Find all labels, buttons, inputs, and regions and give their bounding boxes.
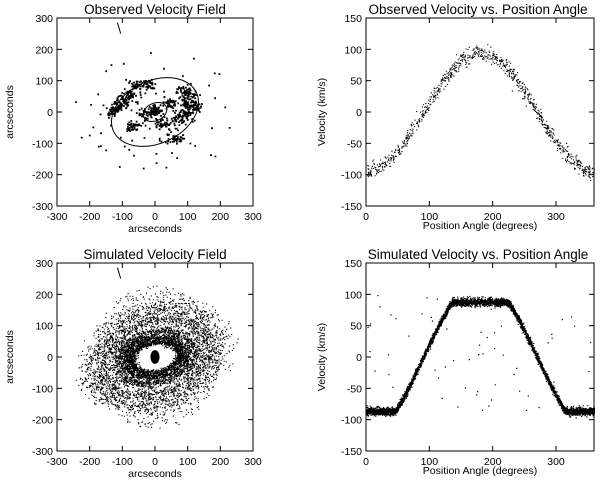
y-tick-label: 0 [47, 107, 53, 119]
x-tick-label: 300 [547, 456, 565, 468]
center-core [150, 350, 160, 364]
y-tick-label: -100 [32, 383, 53, 395]
y-tick-label: 100 [344, 289, 362, 301]
velocity-points [366, 295, 596, 419]
y-tick-label: 50 [350, 321, 362, 333]
x-tick-label: 300 [244, 211, 262, 223]
x-axis-label: Position Angle (degrees) [423, 220, 537, 232]
x-tick-label: 100 [179, 211, 197, 223]
y-tick-label: 300 [35, 13, 53, 25]
x-tick-label: 200 [484, 211, 502, 223]
x-tick-label: 0 [363, 456, 369, 468]
data-points [366, 295, 596, 419]
x-tick-label: 0 [363, 211, 369, 223]
ring-ellipse [110, 77, 200, 147]
axes: -300 -200 -100 0 100 200 300 -300 -200 -100 0 100 20… [32, 258, 262, 468]
x-tick-label: 100 [179, 456, 197, 468]
y-tick-label: -50 [347, 138, 362, 150]
observed-velocity-vs-angle-panel: Observed Velocity vs. Position Angle 0 10… [316, 2, 595, 232]
x-axis-label: Position Angle (degrees) [423, 465, 537, 477]
center-core [152, 108, 158, 116]
x-tick-label: 300 [244, 456, 262, 468]
y-tick-label: -50 [347, 383, 362, 395]
y-tick-label: 200 [35, 44, 53, 56]
y-axis-label: arcseconds [4, 85, 16, 139]
y-tick-label: 0 [356, 107, 362, 119]
x-tick-label: 0 [152, 211, 158, 223]
x-axis-label: arcseconds [128, 223, 182, 235]
x-tick-label: 0 [152, 456, 158, 468]
x-tick-label: -300 [46, 456, 67, 468]
chart-title: Simulated Velocity Field [83, 247, 226, 262]
y-tick-label: 0 [47, 352, 53, 364]
y-tick-label: -100 [32, 138, 53, 150]
chart-title: Observed Velocity Field [84, 2, 226, 17]
x-tick-label: 200 [212, 211, 230, 223]
axes: 0 100 200 300 -150 -100 -50 0 50 100 150 [341, 258, 594, 468]
velocity-points [367, 44, 595, 182]
y-tick-label: 0 [356, 352, 362, 364]
y-axis-label: Velocity (km/s) [316, 323, 328, 391]
data-points [75, 267, 239, 429]
axes: -300 -200 -100 0 100 200 300 -300 -200 -100 0 100 20… [32, 13, 262, 223]
simulated-velocity-vs-angle-panel: Simulated Velocity vs. Position Angle 0 1… [316, 247, 596, 477]
y-axis-label: arcseconds [4, 330, 16, 384]
y-tick-label: -100 [341, 415, 362, 427]
y-tick-label: 300 [35, 258, 53, 270]
y-tick-label: -200 [32, 170, 53, 182]
y-axis-label: Velocity (km/s) [316, 78, 328, 146]
y-tick-label: -300 [32, 201, 53, 213]
ring-ellipse [142, 101, 168, 123]
x-tick-label: 300 [547, 211, 565, 223]
axes: 0 100 200 300 -150 -100 -50 0 50 100 150 [341, 13, 594, 223]
x-tick-label: -200 [79, 211, 100, 223]
plot-frame [365, 262, 595, 452]
y-tick-label: -150 [341, 446, 362, 458]
chart-title: Simulated Velocity vs. Position Angle [368, 247, 589, 262]
y-tick-label: 100 [344, 44, 362, 56]
plot-frame [365, 17, 595, 207]
y-tick-label: 150 [344, 258, 362, 270]
y-tick-label: -300 [32, 446, 53, 458]
x-tick-label: -100 [112, 211, 133, 223]
observed-velocity-field-panel: Observed Velocity Field -300 -200 -100 0 100… [4, 2, 262, 235]
orientation-marker [116, 22, 122, 34]
x-tick-label: -100 [112, 456, 133, 468]
y-tick-label: -200 [32, 415, 53, 427]
y-tick-label: 100 [35, 76, 53, 88]
orientation-marker [116, 267, 122, 279]
x-tick-label: 100 [421, 456, 439, 468]
data-points [75, 22, 231, 170]
y-tick-label: 200 [35, 289, 53, 301]
y-tick-label: 50 [350, 76, 362, 88]
x-tick-label: 200 [484, 456, 502, 468]
chart-title: Observed Velocity vs. Position Angle [368, 2, 587, 17]
y-tick-label: -100 [341, 170, 362, 182]
velocity-points [75, 285, 239, 429]
x-tick-label: 100 [421, 211, 439, 223]
data-points [367, 44, 595, 182]
x-tick-label: -200 [79, 456, 100, 468]
x-axis-label: arcseconds [128, 468, 182, 480]
x-tick-label: 200 [212, 456, 230, 468]
y-tick-label: -150 [341, 201, 362, 213]
y-tick-label: 150 [344, 13, 362, 25]
y-tick-label: 100 [35, 321, 53, 333]
x-tick-label: -300 [46, 211, 67, 223]
simulated-velocity-field-panel: Simulated Velocity Field -300 -200 -100 0 10… [4, 247, 262, 480]
